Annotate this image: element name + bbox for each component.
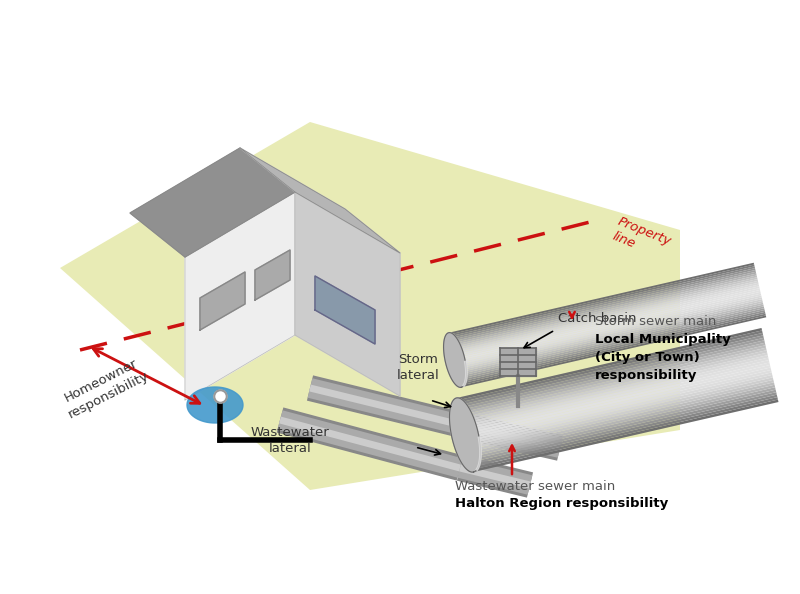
Polygon shape	[458, 301, 763, 373]
Polygon shape	[456, 295, 762, 367]
Polygon shape	[452, 276, 757, 347]
Polygon shape	[471, 392, 777, 465]
Polygon shape	[454, 283, 758, 355]
Text: Wastewater
lateral: Wastewater lateral	[250, 425, 330, 454]
Polygon shape	[458, 336, 764, 408]
Text: (City or Town): (City or Town)	[595, 351, 700, 364]
Text: Wastewater sewer main: Wastewater sewer main	[455, 480, 615, 493]
Polygon shape	[308, 378, 492, 442]
Polygon shape	[487, 419, 563, 461]
Polygon shape	[458, 459, 532, 495]
Polygon shape	[466, 370, 772, 443]
Polygon shape	[443, 333, 466, 387]
Polygon shape	[450, 268, 755, 340]
Polygon shape	[457, 330, 762, 403]
Polygon shape	[187, 387, 243, 423]
Polygon shape	[451, 272, 756, 343]
Polygon shape	[449, 263, 754, 334]
Text: Property
line: Property line	[610, 215, 674, 263]
Polygon shape	[454, 285, 759, 356]
Polygon shape	[315, 276, 375, 344]
Polygon shape	[130, 148, 295, 257]
Polygon shape	[457, 297, 762, 369]
Polygon shape	[458, 307, 764, 378]
Polygon shape	[454, 288, 760, 360]
Polygon shape	[456, 293, 762, 365]
Polygon shape	[466, 368, 771, 440]
Polygon shape	[467, 375, 773, 447]
Polygon shape	[472, 397, 778, 470]
Polygon shape	[464, 360, 770, 432]
Polygon shape	[459, 465, 531, 488]
Text: Homeowner
responsibility: Homeowner responsibility	[58, 355, 151, 421]
Polygon shape	[457, 456, 533, 498]
Polygon shape	[458, 338, 764, 410]
Polygon shape	[200, 272, 245, 330]
Polygon shape	[470, 390, 776, 462]
Polygon shape	[451, 274, 757, 346]
Polygon shape	[307, 375, 493, 445]
Polygon shape	[449, 264, 754, 336]
Polygon shape	[455, 292, 761, 364]
Text: responsibility: responsibility	[595, 369, 698, 382]
Text: Storm sewer main: Storm sewer main	[595, 315, 716, 328]
Polygon shape	[60, 122, 680, 490]
Polygon shape	[459, 340, 765, 413]
Polygon shape	[452, 277, 758, 349]
Polygon shape	[295, 192, 400, 396]
Polygon shape	[490, 429, 561, 451]
Polygon shape	[450, 398, 481, 472]
Polygon shape	[457, 328, 762, 400]
Polygon shape	[472, 394, 778, 467]
Polygon shape	[277, 407, 463, 481]
Polygon shape	[450, 266, 755, 338]
Polygon shape	[461, 345, 766, 418]
Polygon shape	[488, 422, 562, 458]
Polygon shape	[455, 290, 761, 362]
Text: Catch basin: Catch basin	[558, 312, 637, 325]
Text: Local Municipality: Local Municipality	[595, 333, 730, 346]
Polygon shape	[458, 333, 763, 405]
Polygon shape	[470, 385, 775, 457]
Polygon shape	[185, 192, 295, 400]
Polygon shape	[461, 314, 766, 386]
Polygon shape	[461, 315, 766, 387]
Polygon shape	[459, 308, 765, 380]
Polygon shape	[309, 384, 491, 435]
Polygon shape	[459, 310, 765, 382]
Text: Storm
lateral: Storm lateral	[397, 353, 439, 382]
Polygon shape	[468, 377, 774, 450]
Polygon shape	[462, 350, 767, 423]
Polygon shape	[465, 365, 770, 437]
Polygon shape	[450, 270, 756, 342]
Polygon shape	[470, 387, 776, 460]
Polygon shape	[465, 362, 770, 435]
Polygon shape	[454, 286, 759, 358]
Text: Halton Region responsibility: Halton Region responsibility	[455, 497, 668, 510]
Polygon shape	[462, 355, 768, 428]
Polygon shape	[462, 353, 768, 425]
Polygon shape	[255, 250, 290, 300]
Polygon shape	[469, 380, 774, 452]
Polygon shape	[453, 281, 758, 353]
Polygon shape	[473, 400, 778, 472]
Polygon shape	[469, 383, 774, 455]
Polygon shape	[458, 303, 763, 375]
Polygon shape	[460, 343, 766, 415]
Polygon shape	[466, 372, 772, 445]
Polygon shape	[463, 358, 769, 430]
Polygon shape	[460, 312, 766, 384]
Polygon shape	[240, 148, 400, 253]
Polygon shape	[461, 347, 766, 420]
Polygon shape	[453, 279, 758, 351]
Polygon shape	[500, 348, 536, 376]
Polygon shape	[279, 416, 461, 472]
Polygon shape	[457, 299, 762, 371]
Polygon shape	[278, 410, 462, 478]
Polygon shape	[458, 305, 764, 377]
